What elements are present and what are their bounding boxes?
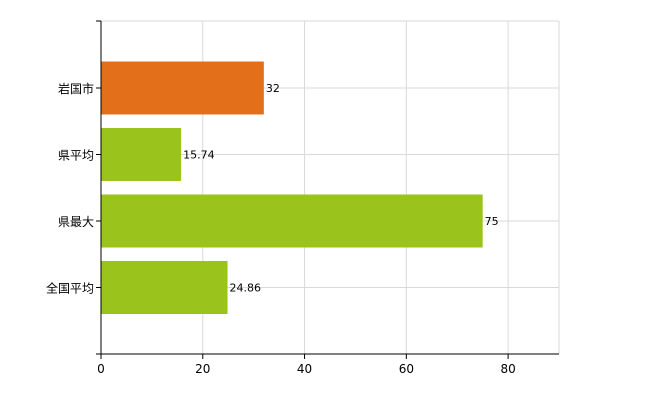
data-label: 32 [266,82,280,95]
bar [101,128,182,181]
y-tick-label: 岩国市 [58,81,94,96]
bar [101,194,483,248]
bars [101,61,483,314]
x-tick-label: 20 [195,362,210,376]
y-tick-label: 全国平均 [46,281,94,296]
data-label: 15.74 [183,149,215,162]
bar [101,61,264,115]
x-tick-label: 80 [500,362,515,376]
x-tick-label: 0 [97,362,105,376]
bar [101,261,228,314]
x-tick-label: 40 [297,362,312,376]
data-label: 75 [485,215,499,228]
y-tick-label: 県最大 [58,215,94,229]
axes [96,20,559,359]
y-tick-label: 県平均 [58,149,94,163]
x-tick-label: 60 [399,362,414,376]
data-label: 24.86 [230,282,261,295]
